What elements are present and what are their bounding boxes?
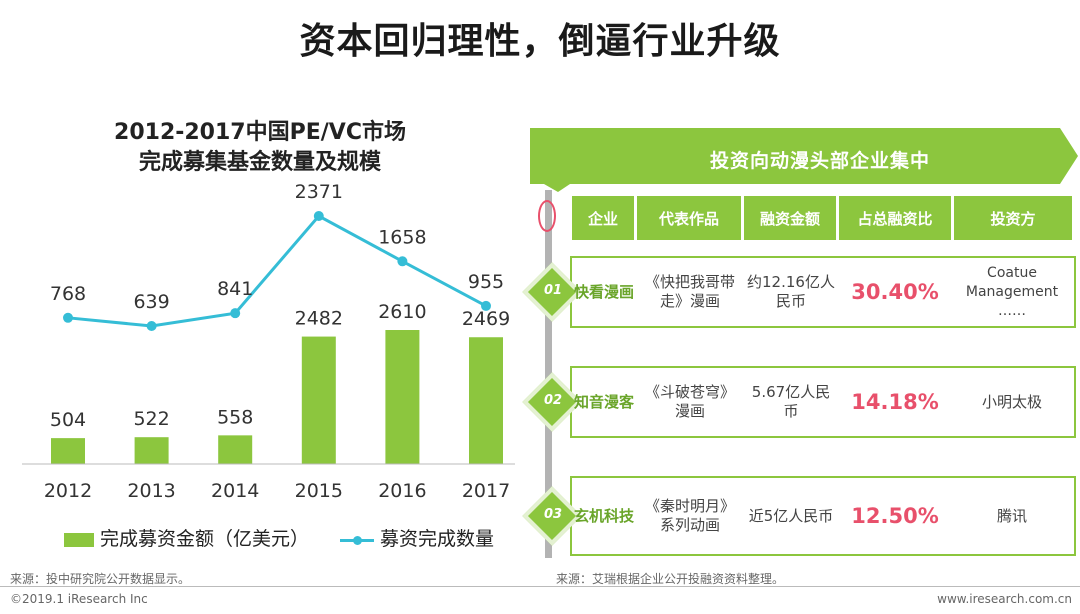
line-value-label: 768: [50, 283, 86, 305]
cell-amount: 约12.16亿人民币: [747, 273, 835, 310]
header-company: 企业: [572, 196, 634, 240]
cell-company: 玄机科技: [574, 506, 635, 525]
series-line: [67, 214, 487, 328]
header-work: 代表作品: [637, 196, 741, 240]
legend-bar-swatch: [64, 532, 94, 547]
bars: 504 522 558 2482 2610 2469: [50, 301, 510, 464]
bar: [301, 336, 336, 464]
line-value-label: 841: [217, 278, 253, 300]
footer-copyright: ©2019.1 iResearch Inc: [10, 592, 148, 606]
banner-shape: [530, 128, 1078, 192]
cell-work: 《斗破苍穹》漫画: [644, 383, 735, 420]
bar: [218, 435, 253, 464]
bar: [134, 437, 169, 464]
chart-title: 2012-2017中国PE/VC市场 完成募集基金数量及规模: [60, 118, 460, 178]
chart-title-line-2: 完成募集基金数量及规模: [138, 150, 381, 175]
bar-value-label: 522: [133, 408, 169, 430]
cell-investor: 腾讯: [996, 506, 1027, 525]
footer-divider: [0, 586, 1080, 587]
cell-work: 《快把我哥带走》漫画: [644, 273, 735, 310]
line-point: [313, 211, 324, 221]
page-title: 资本回归理性，倒逼行业升级: [299, 21, 781, 62]
line-value-label: 2371: [295, 181, 343, 203]
x-tick-label: 2014: [211, 480, 259, 502]
legend-item-line: 募资完成数量: [340, 524, 494, 551]
x-tick-label: 2013: [127, 480, 175, 502]
table-row: [570, 256, 1076, 328]
line-point: [397, 256, 408, 267]
bar-value-label: 2482: [295, 308, 343, 330]
line-point: [481, 300, 491, 311]
bar: [469, 337, 503, 464]
cell-share: 14.18%: [851, 389, 939, 414]
cell-company: 快看漫画: [574, 282, 635, 301]
right-source-note: 来源：艾瑞根据企业公开投融资资料整理。: [556, 572, 785, 586]
cell-investor: Coatue Management ……: [965, 264, 1059, 319]
line-series: 768 639 841 2371 1658 955: [50, 181, 504, 331]
bar-value-label: 2469: [462, 308, 510, 330]
legend-bar-label: 完成募资金额（亿美元）: [100, 528, 310, 550]
bar-value-label: 2610: [378, 301, 426, 323]
bar: [385, 330, 420, 464]
bar-value-label: 558: [217, 406, 253, 428]
line-value-label: 639: [133, 291, 169, 313]
line-point: [146, 321, 157, 331]
line-point: [63, 312, 73, 323]
legend-item-bar: 完成募资金额（亿美元）: [64, 524, 309, 551]
table-row: [570, 476, 1076, 556]
cell-amount: 5.67亿人民币: [751, 383, 831, 420]
legend-line-label: 募资完成数量: [380, 528, 495, 550]
banner-title: 投资向动漫头部企业集中: [709, 150, 930, 172]
row-number: 03: [543, 507, 563, 522]
cell-share: 30.40%: [851, 279, 939, 304]
bar-value-label: 504: [50, 409, 86, 431]
row-number: 02: [543, 393, 563, 408]
row-number: 01: [543, 283, 563, 298]
chart-title-line-1: 2012-2017中国PE/VC市场: [114, 120, 406, 145]
x-tick-label: 2012: [44, 480, 92, 502]
bar: [51, 438, 85, 464]
timeline-start-marker: [538, 200, 556, 232]
legend-line-swatch: [340, 533, 374, 547]
x-tick-label: 2015: [295, 480, 343, 502]
cell-work: 《秦时明月》系列动画: [644, 497, 735, 534]
cell-company: 知音漫客: [574, 392, 635, 411]
line-value-label: 1658: [378, 226, 426, 248]
x-tick-label: 2017: [462, 480, 510, 502]
x-tick-labels: 2012 2013 2014 2015 2016 2017: [44, 480, 510, 502]
cell-investor: 小明太极: [981, 392, 1042, 411]
line-point: [230, 308, 241, 319]
footer-website: www.iresearch.com.cn: [937, 592, 1072, 606]
header-amount: 融资金额: [744, 196, 836, 240]
header-investor: 投资方: [954, 196, 1072, 240]
combo-chart: 504 522 558 2482 2610 2469 768 639 841 2371 1658 9…: [22, 181, 515, 502]
cell-amount: 近5亿人民币: [748, 506, 834, 525]
line-value-label: 955: [468, 271, 504, 293]
left-source-note: 来源：投中研究院公开数据显示。: [10, 572, 191, 586]
cell-share: 12.50%: [851, 503, 939, 528]
x-tick-label: 2016: [378, 480, 426, 502]
header-share: 占总融资比: [839, 196, 951, 240]
